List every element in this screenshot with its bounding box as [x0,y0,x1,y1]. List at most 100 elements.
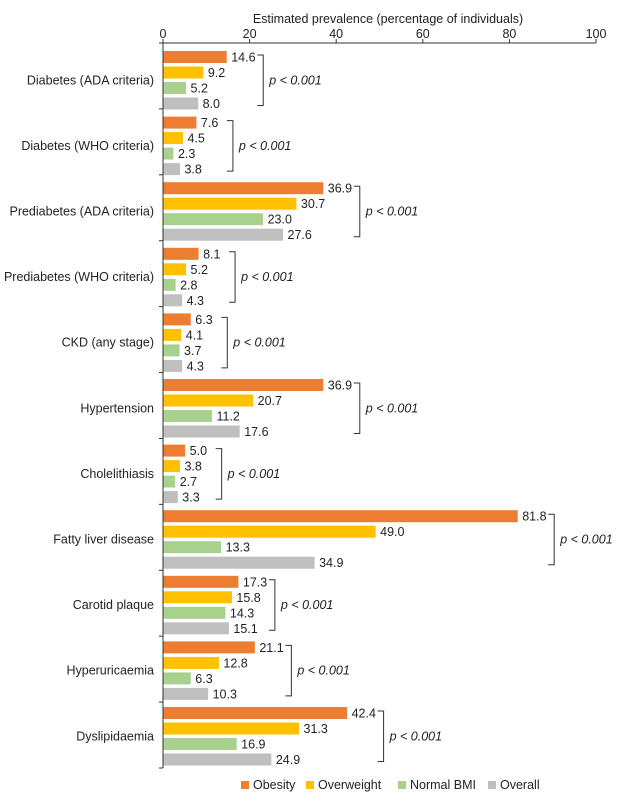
bar [163,656,219,669]
bar-value-label: 14.3 [230,606,254,620]
bar-value-label: 14.6 [231,51,255,65]
category-label: Carotid plaque [73,598,154,612]
bar [163,359,183,372]
bar [163,328,182,341]
legend-swatch [241,781,249,789]
legend-label: Normal BMI [410,778,476,792]
bar-value-label: 30.7 [301,197,325,211]
significance-bracket [268,579,276,631]
x-tick-label: 20 [243,27,257,41]
category-group: Carotid plaque 17.3 15.814.3 15.1 p < 0.001 [73,575,334,636]
significance-bracket [548,513,555,566]
bar-value-label: 36.9 [328,379,352,393]
bar-value-label: 13.3 [226,541,250,555]
p-value-annotation: p < 0.001 [227,467,280,481]
bar-value-label: 8.0 [203,97,220,111]
bar [163,182,324,195]
category-group: Hypertension 36.9 20.7 11.2 17.6 p < 0.001 [80,379,418,440]
legend-item: Normal BMI [398,778,476,792]
p-value-annotation: p < 0.001 [296,664,349,678]
bar [163,491,178,504]
significance-bracket [285,644,292,697]
legend-swatch [488,781,496,789]
bar [163,247,199,260]
bar-value-label: 34.9 [319,556,343,570]
bar-value-label: 4.1 [186,328,203,342]
bar [163,213,264,226]
bar [163,132,183,145]
bar [163,525,376,538]
bar-value-label: 2.3 [178,147,195,161]
category-group: Diabetes (WHO criteria) 7.6 4.52.3 3.8 p < 0… [21,116,291,177]
category-group: Hyperuricaemia 21.1 12.8 6.310.3 p < 0.001 [66,641,349,702]
category-label: Hypertension [80,401,154,415]
x-tick-label: 40 [329,27,343,41]
p-value-annotation: p < 0.001 [365,204,418,218]
bar-value-label: 4.3 [187,294,204,308]
legend-label: Overweight [318,778,382,792]
bar-value-label: 8.1 [203,247,220,261]
p-value-annotation: p < 0.001 [232,336,285,350]
category-group: Cholelithiasis 5.0 3.82.7 3.3 p < 0.001 [80,444,280,505]
significance-bracket [215,448,223,500]
bar [163,606,226,619]
x-axis-label: Estimated prevalence (percentage of indi… [253,12,523,26]
bar-value-label: 10.3 [213,687,237,701]
bar-value-label: 12.8 [223,656,247,670]
legend-item: Overweight [306,778,382,792]
bar [163,641,255,654]
p-value-annotation: p < 0.001 [389,729,442,743]
bar-value-label: 3.8 [184,460,201,474]
bar-value-label: 23.0 [268,213,292,227]
category-group: Diabetes (ADA criteria) 14.6 9.25.28.0 p < … [27,51,322,112]
bar [163,622,229,635]
legend-label: Overall [500,778,540,792]
category-group: Dyslipidaemia 42.4 31.3 16.9 24.9 p < 0.001 [76,707,442,768]
x-tick-label: 0 [160,27,167,41]
bar [163,460,180,473]
bar [163,672,191,685]
bar [163,738,237,750]
bar [163,707,348,719]
bar-value-label: 3.8 [184,163,201,177]
bar-value-label: 5.0 [190,444,207,458]
category-label: Fatty liver disease [53,532,154,546]
bar-value-label: 17.3 [243,575,267,589]
bar-value-label: 4.5 [187,132,204,146]
x-tick-label: 60 [416,27,430,41]
bar-value-label: 21.1 [259,641,283,655]
bar [163,753,272,766]
category-label: Prediabetes (ADA criteria) [9,204,154,218]
bar [163,313,191,326]
legend-swatch [398,781,406,789]
bar [163,591,232,604]
bar [163,197,297,210]
bar [163,575,239,588]
bar-value-label: 16.9 [241,738,265,752]
category-group: Fatty liver disease 81.8 49.0 13.3 34.9 p < 0… [53,510,612,571]
bar-value-label: 2.8 [180,278,197,292]
category-label: Prediabetes (WHO criteria) [4,270,154,284]
bar [163,722,300,735]
bar-value-label: 2.7 [180,475,197,489]
bar-value-label: 6.3 [195,672,212,686]
bar [163,410,212,422]
bar [163,82,187,94]
p-value-annotation: p < 0.001 [240,270,293,284]
p-value-annotation: p < 0.001 [365,401,418,415]
bar-value-label: 27.6 [288,228,312,242]
bar [163,379,324,391]
p-value-annotation: p < 0.001 [559,532,612,546]
legend-item: Overall [488,778,540,792]
bar [163,344,180,357]
significance-bracket [377,710,385,762]
x-tick-label: 100 [586,27,607,41]
bar [163,541,222,554]
bar-value-label: 15.1 [233,622,257,636]
bar-value-label: 31.3 [304,722,328,736]
bar [163,147,174,160]
significance-bracket [353,382,361,434]
legend-label: Obesity [253,778,296,792]
bar-value-label: 49.0 [380,525,404,539]
category-label: CKD (any stage) [62,336,154,350]
